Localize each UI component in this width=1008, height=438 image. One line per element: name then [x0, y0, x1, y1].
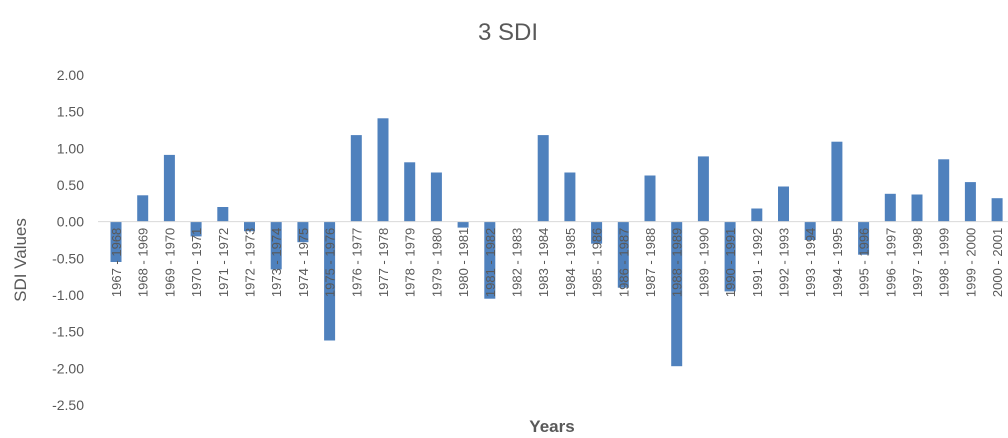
x-tick-label: 1997 - 1998	[910, 228, 925, 297]
bar	[778, 186, 789, 222]
bar	[831, 141, 843, 222]
x-tick-label: 1994 - 1995	[830, 228, 845, 297]
bar	[430, 172, 442, 222]
bar	[804, 221, 816, 240]
x-tick-label: 1999 - 2000	[963, 228, 978, 297]
x-tick-label: 1980 - 1981	[456, 228, 471, 297]
y-tick-label: 1.00	[57, 140, 84, 156]
x-tick-label: 1996 - 1997	[883, 228, 898, 297]
x-tick-label: 1984 - 1985	[563, 228, 578, 297]
x-tick-label: 1990 - 1991	[723, 228, 738, 297]
bar	[751, 208, 763, 222]
bar	[350, 135, 362, 222]
bar	[724, 221, 736, 292]
bar	[564, 172, 576, 222]
bar	[884, 193, 896, 222]
bars-group	[110, 118, 1003, 367]
chart-title: 3 SDI	[478, 19, 538, 46]
x-tick-label: 1974 - 1975	[296, 228, 311, 297]
bar	[110, 221, 122, 262]
x-tick-label: 1992 - 1993	[777, 228, 792, 297]
bar	[911, 194, 923, 222]
bar	[938, 159, 950, 222]
x-tick-label: 1988 - 1989	[670, 228, 685, 297]
bar	[964, 182, 976, 222]
x-tick-label: 1993 - 1994	[803, 228, 818, 297]
bar	[617, 221, 629, 288]
x-tick-label: 1975 - 1976	[323, 228, 338, 297]
y-tick-label: -2.00	[52, 360, 84, 376]
y-tick-label: -1.00	[52, 287, 84, 303]
bar	[537, 135, 549, 222]
x-tick-label: 1985 - 1986	[590, 228, 605, 297]
y-tick-label: 2.00	[57, 67, 84, 83]
y-tick-label: -0.50	[52, 250, 84, 266]
bar	[163, 154, 175, 222]
x-tick-label: 1998 - 1999	[937, 228, 952, 297]
bar	[644, 175, 656, 222]
bar	[137, 195, 149, 222]
x-tick-label: 1972 - 1973	[243, 228, 258, 297]
x-tick-label: 1977 - 1978	[376, 228, 391, 297]
bar	[217, 207, 229, 222]
bar	[377, 118, 389, 222]
y-tick-label: -1.50	[52, 324, 84, 340]
bar	[270, 221, 282, 270]
y-axis-title: SDI Values	[11, 218, 30, 302]
bar	[591, 221, 603, 244]
bar	[457, 221, 469, 228]
x-tick-label: 1971 - 1972	[216, 228, 231, 297]
bar	[297, 221, 309, 243]
bar	[324, 221, 336, 341]
x-tick-label: 1987 - 1988	[643, 228, 658, 297]
bar	[991, 198, 1003, 222]
x-tick-label: 1991 - 1992	[750, 228, 765, 297]
x-tick-label: 1995 - 1996	[857, 228, 872, 297]
x-tick-label: 1986 - 1987	[616, 228, 631, 297]
x-tick-label: 1983 - 1984	[536, 228, 551, 297]
bar	[404, 162, 416, 222]
y-axis-ticks: 2.00 1.50 1.00 0.50 0.00 -0.50 -1.00 -1.50 -2.00…	[52, 67, 84, 413]
x-tick-label: 2000 - 2001	[990, 228, 1005, 297]
category-labels: 1967 - 1968 1968 - 1969 1969 - 1970 1970 - …	[109, 228, 1005, 297]
x-tick-label: 1970 - 1971	[189, 228, 204, 297]
y-tick-label: 0.50	[57, 177, 84, 193]
x-tick-label: 1981 - 1982	[483, 228, 498, 297]
bar	[858, 221, 870, 255]
x-tick-label: 1989 - 1990	[696, 228, 711, 297]
x-tick-label: 1978 - 1979	[403, 228, 418, 297]
x-tick-label: 1982 - 1983	[510, 228, 525, 297]
bar	[671, 221, 683, 367]
bar	[190, 221, 202, 237]
y-tick-label: 0.00	[57, 214, 84, 230]
y-tick-label: 1.50	[57, 104, 84, 120]
x-tick-label: 1969 - 1970	[162, 228, 177, 297]
bar	[697, 156, 709, 222]
y-tick-label: -2.50	[52, 397, 84, 413]
x-tick-label: 1967 - 1968	[109, 228, 124, 297]
x-tick-label: 1968 - 1969	[136, 228, 151, 297]
bar	[484, 221, 496, 299]
x-tick-label: 1973 - 1974	[269, 228, 284, 297]
bar	[244, 221, 255, 232]
x-tick-label: 1976 - 1977	[349, 228, 364, 297]
x-axis-title: Years	[529, 417, 574, 436]
x-tick-label: 1979 - 1980	[429, 228, 444, 297]
